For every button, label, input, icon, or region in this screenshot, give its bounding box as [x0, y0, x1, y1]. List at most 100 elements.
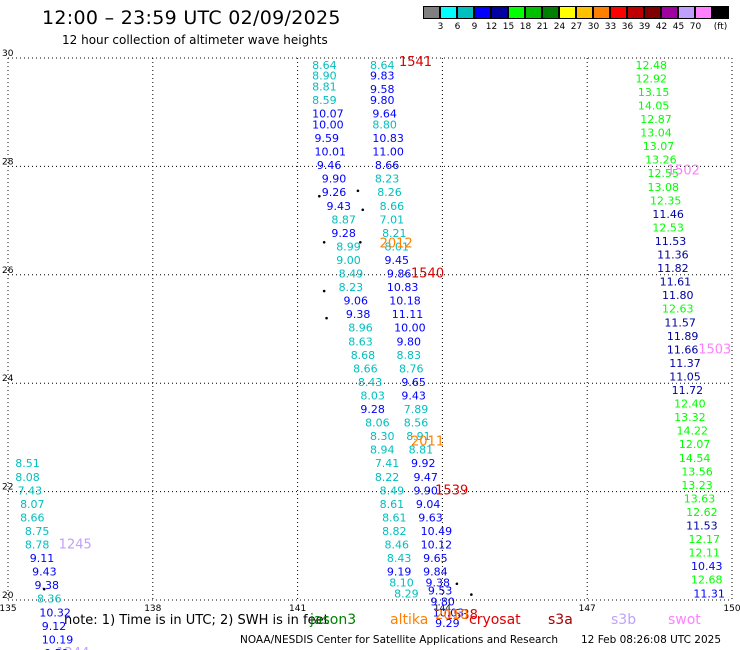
pass-time-label: 1245: [59, 538, 92, 553]
wave-height-label: 8.68: [351, 349, 376, 362]
wave-height-label: 8.49: [339, 268, 364, 281]
wave-height-label: 9.19: [387, 566, 412, 579]
wave-height-label: 10.83: [387, 281, 419, 294]
wave-height-label: 7.41: [375, 457, 400, 470]
wave-height-label: 13.63: [684, 492, 716, 505]
wave-height-label: 10.18: [389, 295, 421, 308]
wave-height-label: 10.00: [312, 118, 344, 131]
wave-height-label: 8.10: [389, 576, 414, 589]
wave-height-label: 8.76: [399, 362, 424, 375]
wave-height-label: 11.11: [392, 308, 424, 321]
wave-height-label: 9.86: [387, 268, 412, 281]
y-tick-label: 22: [2, 483, 13, 493]
color-swatch: [423, 6, 440, 19]
x-tick-label: 141: [289, 604, 306, 614]
y-tick-label: 24: [2, 374, 14, 384]
wave-height-label: 8.99: [336, 240, 361, 253]
wave-height-label: 12.55: [648, 167, 680, 180]
wave-height-label: 8.75: [25, 525, 50, 538]
pass-time-label: 2011: [411, 435, 444, 450]
wave-height-label: 8.96: [348, 322, 373, 335]
y-tick-label: 28: [2, 157, 14, 167]
wave-height-label: 8.83: [397, 349, 422, 362]
wave-height-label: 8.66: [375, 159, 400, 172]
color-scale-label: 70: [689, 22, 702, 32]
wave-height-label: 9.12: [42, 620, 67, 633]
wave-height-label: 8.49: [380, 484, 405, 497]
wave-height-label: 7.01: [380, 213, 405, 226]
wave-height-label: 11.72: [672, 384, 704, 397]
wave-height-label: 8.80: [372, 118, 397, 131]
wave-height-label: 10.00: [394, 322, 426, 335]
wave-height-label: 9.04: [416, 498, 441, 511]
wave-height-label: 11.61: [660, 276, 692, 289]
wave-height-label: 9.26: [322, 186, 347, 199]
legend-note: note: 1) Time is in UTC; 2) SWH is in fe…: [64, 613, 329, 628]
legend-s3a: s3a: [548, 612, 573, 628]
wave-height-label: 9.46: [317, 159, 342, 172]
pass-time-label: 1502: [667, 164, 700, 179]
island-marker: [361, 208, 365, 212]
color-scale-label: 21: [536, 22, 549, 32]
wave-height-label: 9.59: [44, 647, 68, 650]
wave-height-label: 9.59: [314, 132, 339, 145]
wave-height-label: 9.58: [370, 83, 395, 96]
island-marker: [356, 189, 360, 193]
legend-swot: swot: [668, 612, 701, 628]
color-swatch: [559, 6, 576, 19]
y-tick-label: 26: [2, 266, 14, 276]
generated-timestamp: 12 Feb 08:26:08 UTC 2025: [581, 634, 721, 646]
color-scale-label: 6: [454, 22, 461, 32]
wave-height-label: 8.81: [409, 444, 434, 457]
wave-height-label: 11.00: [372, 146, 404, 159]
island-marker: [325, 316, 328, 320]
wave-height-label: 11.82: [657, 262, 689, 275]
wave-height-label: 8.22: [375, 471, 400, 484]
wave-height-label: 13.32: [674, 411, 706, 424]
wave-height-label: 8.66: [380, 200, 405, 213]
wave-height-label: 14.54: [679, 452, 711, 465]
color-scale-label: 27: [570, 22, 583, 32]
wave-height-label: 9.38: [35, 579, 60, 592]
color-swatch: [457, 6, 474, 19]
wave-height-label: 8.61: [380, 498, 405, 511]
wave-height-label: 9.83: [370, 70, 395, 83]
wave-height-label: 12.35: [650, 194, 682, 207]
legend-s3b: s3b: [611, 612, 637, 628]
wave-height-label: 9.38: [426, 576, 451, 589]
wave-height-label: 12.68: [691, 574, 723, 587]
wave-height-label: 7.89: [404, 403, 429, 416]
wave-height-label: 8.87: [331, 213, 356, 226]
wave-height-label: 9.45: [384, 254, 409, 267]
wave-height-label: 10.43: [691, 560, 723, 573]
wave-height-label: 8.08: [15, 471, 39, 484]
wave-height-label: 9.65: [401, 376, 426, 389]
color-swatch: [593, 6, 610, 19]
wave-height-label: 9.28: [360, 403, 385, 416]
wave-height-label: 8.64: [312, 59, 337, 72]
pass-time-label: 1244: [56, 646, 89, 650]
chart-subtitle: 12 hour collection of altimeter wave hei…: [62, 33, 328, 47]
wave-height-label: 8.03: [360, 389, 385, 402]
color-swatch: [610, 6, 627, 19]
wave-height-label: 8.29: [394, 587, 419, 600]
wave-height-label: 8.21: [382, 227, 407, 240]
wave-height-label: 8.59: [312, 94, 337, 107]
wave-height-label: 12.62: [686, 506, 718, 519]
wave-height-label: 10.49: [421, 525, 453, 538]
wave-height-label: 14.05: [638, 99, 670, 112]
island-marker: [322, 289, 326, 293]
x-tick-label: 138: [144, 604, 161, 614]
color-swatch: [542, 6, 559, 19]
color-scale-label: 36: [621, 22, 634, 32]
wave-height-label: 9.63: [418, 511, 443, 524]
y-tick-label: 20: [2, 591, 14, 601]
wave-height-label: 8.23: [339, 281, 364, 294]
color-scale-label: 9: [471, 22, 478, 32]
color-scale-label: 18: [519, 22, 532, 32]
wave-height-label: 9.47: [413, 471, 438, 484]
wave-height-label: 10.32: [39, 606, 71, 619]
color-scale-label: 12: [485, 22, 498, 32]
color-scale-label: 33: [604, 22, 617, 32]
